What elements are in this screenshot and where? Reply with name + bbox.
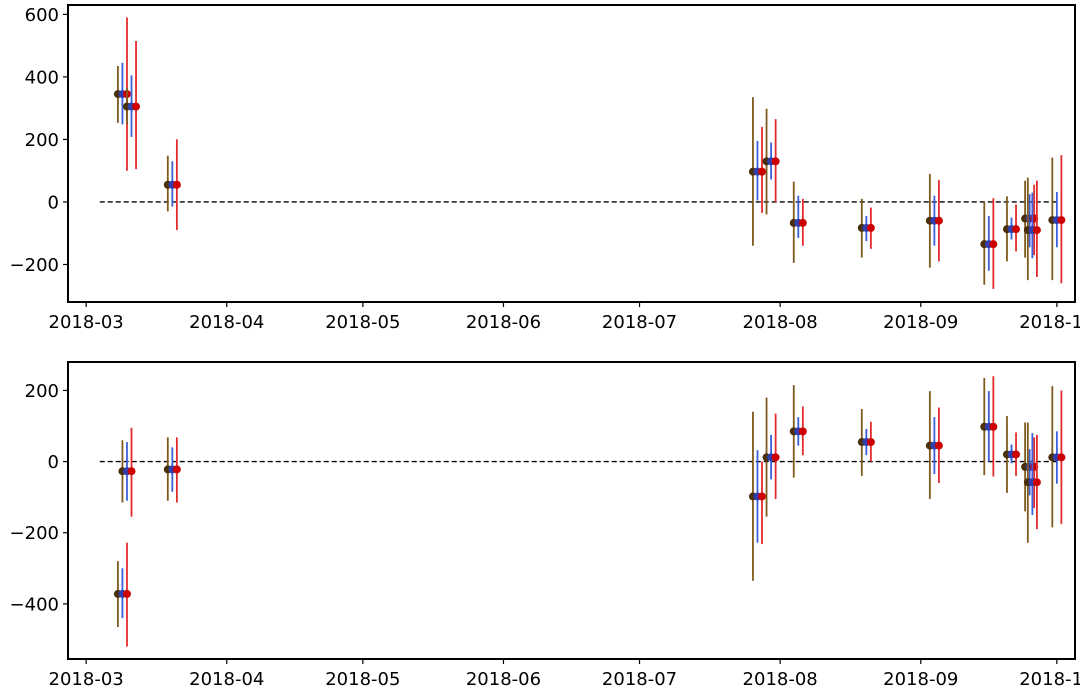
data-point-red bbox=[771, 453, 780, 462]
x-tick-label: 2018-08 bbox=[743, 669, 818, 690]
data-point-red bbox=[866, 438, 875, 447]
x-tick-label: 2018-04 bbox=[189, 312, 264, 333]
axes-frame bbox=[67, 4, 1076, 303]
data-point-red bbox=[989, 422, 998, 431]
data-point-red bbox=[132, 102, 141, 111]
x-tick-label: 2018-10 bbox=[1019, 669, 1080, 690]
y-tick-label: −200 bbox=[10, 255, 59, 276]
data-point-red bbox=[1057, 216, 1066, 225]
data-point-red bbox=[1057, 453, 1066, 462]
data-point-red bbox=[172, 465, 181, 474]
x-tick-label: 2018-09 bbox=[883, 669, 958, 690]
axes-frame bbox=[67, 361, 1076, 660]
data-point-red bbox=[1012, 450, 1021, 459]
y-tick-label: 200 bbox=[25, 130, 59, 151]
data-point-red bbox=[1032, 478, 1041, 487]
x-tick-label: 2018-05 bbox=[325, 669, 400, 690]
x-tick-label: 2018-05 bbox=[325, 312, 400, 333]
data-point-red bbox=[1032, 226, 1041, 235]
data-point-red bbox=[866, 223, 875, 232]
data-point-red bbox=[989, 240, 998, 249]
x-tick-label: 2018-10 bbox=[1019, 312, 1080, 333]
y-tick-label: 200 bbox=[25, 381, 59, 402]
data-point-red bbox=[1012, 225, 1021, 234]
chart-panel-2: 2018-03 2018-04 2018-05 2018-06 2018-07 2018-… bbox=[10, 361, 1080, 690]
data-point-red bbox=[798, 427, 807, 436]
y-tick-label: −400 bbox=[10, 594, 59, 615]
y-tick-label: 0 bbox=[48, 192, 59, 213]
data-point-red bbox=[172, 180, 181, 189]
data-point-red bbox=[771, 157, 780, 166]
data-point-red bbox=[758, 492, 767, 501]
data-point-red bbox=[934, 216, 943, 225]
x-tick-label: 2018-06 bbox=[466, 312, 541, 333]
y-tick-label: 400 bbox=[25, 67, 59, 88]
data-point-red bbox=[934, 441, 943, 450]
data-point-red bbox=[127, 467, 136, 476]
y-tick-label: 600 bbox=[25, 5, 59, 26]
x-tick-label: 2018-07 bbox=[602, 312, 677, 333]
y-tick-label: −200 bbox=[10, 523, 59, 544]
data-point-red bbox=[758, 167, 767, 176]
x-tick-label: 2018-03 bbox=[49, 312, 124, 333]
x-tick-label: 2018-08 bbox=[743, 312, 818, 333]
y-tick-label: 0 bbox=[48, 452, 59, 473]
data-point-red bbox=[798, 218, 807, 227]
x-tick-label: 2018-07 bbox=[602, 669, 677, 690]
chart-panel-1: 2018-03 2018-04 2018-05 2018-06 2018-07 2018-… bbox=[10, 4, 1080, 333]
x-tick-label: 2018-09 bbox=[883, 312, 958, 333]
x-tick-label: 2018-06 bbox=[466, 669, 541, 690]
x-tick-label: 2018-04 bbox=[189, 669, 264, 690]
data-point-red bbox=[122, 589, 131, 598]
x-tick-label: 2018-03 bbox=[49, 669, 124, 690]
